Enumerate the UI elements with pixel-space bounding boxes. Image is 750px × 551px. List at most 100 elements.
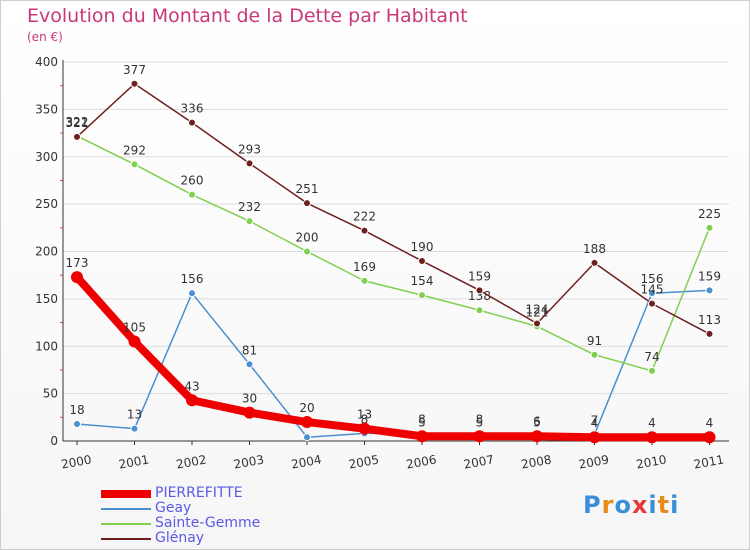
data-label: 159 (698, 269, 721, 283)
data-point (416, 430, 428, 443)
data-point (590, 350, 599, 359)
data-point (128, 335, 141, 348)
data-point (646, 431, 658, 444)
x-tick-label: 2004 (290, 453, 323, 472)
y-tick-label: 100 (35, 339, 58, 353)
series-line (76, 83, 711, 335)
x-tick-label: 2005 (348, 453, 381, 472)
data-label: 225 (698, 207, 721, 221)
data-label: 4 (706, 416, 714, 430)
data-point (648, 289, 656, 298)
data-label: 8 (476, 412, 484, 426)
data-label: 154 (411, 274, 434, 288)
data-label: 292 (123, 143, 146, 157)
data-label: 91 (587, 334, 602, 348)
y-tick-label: 300 (35, 150, 58, 164)
y-tick-label: 50 (43, 387, 58, 401)
chart-title: Evolution du Montant de la Dette par Hab… (27, 5, 468, 27)
data-point (186, 394, 198, 407)
series-line (76, 289, 711, 438)
data-point (301, 416, 313, 429)
data-point (418, 256, 426, 265)
data-point (303, 247, 311, 256)
data-point (243, 406, 256, 419)
data-point (533, 319, 541, 328)
data-point (475, 286, 484, 295)
data-point (73, 419, 81, 428)
x-tick-label: 2007 (463, 453, 496, 472)
x-tick-label: 2006 (405, 453, 438, 472)
data-label: 5 (476, 415, 484, 429)
data-label: 173 (66, 256, 89, 270)
data-point (303, 199, 311, 208)
legend-swatch (101, 508, 151, 510)
y-tick-label: 150 (35, 292, 58, 306)
data-point (705, 329, 714, 338)
data-point (705, 286, 714, 295)
data-point (705, 223, 714, 232)
data-point (130, 79, 139, 88)
data-point (130, 160, 139, 169)
data-label: 5 (418, 415, 426, 429)
x-tick-label: 2002 (175, 453, 208, 472)
data-point (188, 190, 196, 199)
data-label: 251 (296, 182, 319, 196)
data-label: 169 (353, 260, 376, 274)
data-point (188, 289, 196, 298)
series-line (76, 135, 711, 372)
x-tick-label: 2011 (693, 453, 726, 472)
data-point (73, 132, 81, 141)
data-label: 321 (66, 116, 89, 130)
data-point (648, 366, 656, 375)
series-line (73, 273, 714, 442)
data-point (360, 226, 369, 235)
data-point (358, 422, 371, 435)
data-point (588, 431, 601, 444)
data-label: 13 (127, 408, 142, 422)
x-tick-label: 2008 (520, 453, 553, 472)
y-tick-label: 200 (35, 245, 58, 259)
x-tick-label: 2000 (60, 453, 93, 472)
data-label: 5 (533, 415, 541, 429)
data-label: 6 (533, 414, 541, 428)
data-label: 336 (181, 102, 204, 116)
data-label: 7 (591, 413, 599, 427)
data-point (360, 276, 369, 285)
data-label: 138 (468, 289, 491, 303)
legend-swatch (101, 523, 151, 525)
data-label: 121 (526, 305, 549, 319)
data-label: 322 (66, 115, 89, 129)
data-label: 4 (591, 416, 599, 430)
x-tick-label: 2009 (578, 453, 611, 472)
data-label: 124 (526, 303, 549, 317)
data-label: 43 (184, 379, 199, 393)
data-label: 159 (468, 269, 491, 283)
data-label: 188 (583, 242, 606, 256)
data-point (245, 360, 254, 369)
x-tick-label: 2003 (233, 453, 266, 472)
data-point (531, 430, 543, 443)
data-label: 200 (296, 231, 319, 245)
data-point (245, 217, 254, 226)
x-tick-label: 2010 (635, 453, 668, 472)
y-tick-label: 0 (50, 434, 58, 448)
data-point (648, 299, 656, 308)
legend-label: PIERREFITTE (155, 485, 243, 501)
data-label: 377 (123, 63, 146, 77)
data-point (130, 424, 139, 433)
data-point (71, 271, 83, 284)
data-label: 18 (69, 403, 84, 417)
legend-swatch (101, 490, 151, 498)
data-label: 8 (361, 412, 369, 426)
legend-label: Sainte-Gemme (155, 515, 261, 531)
x-tick-label: 2001 (118, 453, 151, 472)
legend-swatch (101, 538, 151, 540)
data-point (303, 433, 311, 442)
legend-label: Geay (155, 500, 192, 516)
data-label: 156 (641, 272, 664, 286)
data-point (473, 430, 486, 443)
data-label: 8 (418, 412, 426, 426)
data-point (475, 306, 484, 315)
